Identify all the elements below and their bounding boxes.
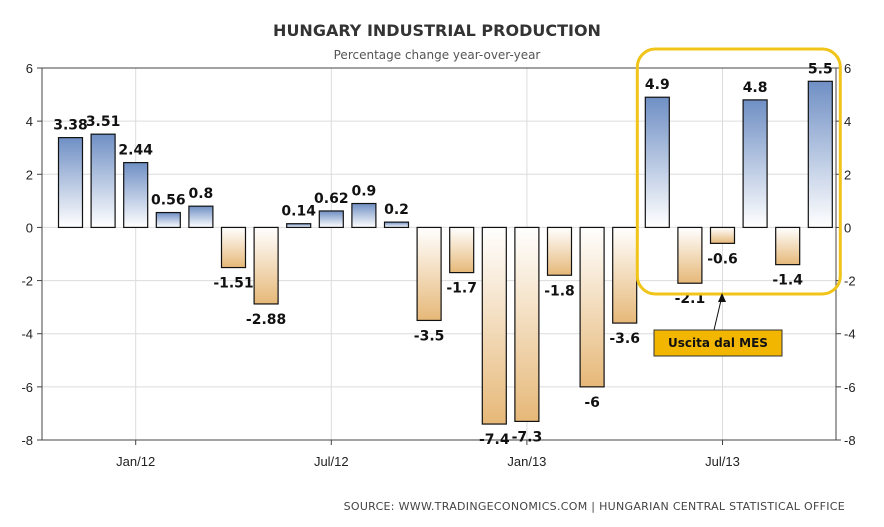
y-tick-label: 4	[26, 114, 33, 129]
bar	[546, 226, 573, 276]
data-label: 3.51	[86, 114, 121, 130]
data-label: -7.3	[512, 429, 543, 445]
x-tick-label: Jan/13	[507, 454, 546, 469]
y-tick-label: -6	[844, 380, 856, 395]
bar	[677, 226, 703, 284]
data-label: 4.8	[743, 80, 768, 96]
y-tick-label: 2	[844, 167, 851, 182]
chart-subtitle: Percentage change year-over-year	[334, 48, 541, 62]
x-tick-label: Jul/12	[314, 454, 349, 469]
y-axis-left: 6 4 2 0 -2 -4 -6 -8	[21, 61, 42, 448]
bar	[253, 226, 279, 305]
y-tick-label: -2	[21, 274, 33, 289]
bar	[644, 96, 670, 229]
data-label: 4.9	[645, 77, 670, 93]
y-tick-label: 2	[26, 167, 33, 182]
bar	[90, 133, 116, 229]
bar	[807, 80, 833, 229]
y-tick-label: 6	[844, 61, 851, 76]
bar	[742, 99, 768, 229]
source-note: SOURCE: WWW.TRADINGECONOMICS.COM | HUNGA…	[344, 500, 845, 513]
data-label: -3.6	[609, 331, 640, 347]
x-tick-label: Jan/12	[116, 454, 155, 469]
bar	[416, 226, 442, 322]
bar	[709, 226, 736, 244]
bar	[351, 202, 377, 229]
y-tick-label: -2	[844, 274, 856, 289]
y-tick-label: 4	[844, 114, 851, 129]
data-label: 0.2	[384, 202, 409, 218]
bar	[514, 226, 540, 423]
callout-text: Uscita dal MES	[668, 336, 768, 350]
x-tick-label: Jul/13	[705, 454, 740, 469]
data-label: -2.88	[246, 312, 286, 328]
y-tick-label: -6	[21, 380, 33, 395]
data-label: 2.44	[118, 143, 153, 159]
callout-arrowhead	[718, 293, 726, 302]
data-label: 3.38	[53, 118, 88, 134]
bar	[286, 223, 312, 229]
data-label: -7.4	[479, 432, 510, 448]
y-tick-label: 0	[844, 220, 851, 235]
y-tick-label: -8	[844, 433, 856, 448]
data-labels: 3.383.51 2.44 0.56 0.8 -1.51 -2.88 0.140.62 0.9…	[53, 61, 832, 448]
y-tick-label: -4	[844, 327, 856, 342]
highlight-box	[635, 47, 842, 296]
plot-frame	[41, 67, 837, 441]
data-label: 0.14	[281, 204, 316, 220]
y-tick-label: -8	[21, 433, 33, 448]
bar	[220, 226, 247, 269]
y-tick-label: 0	[26, 220, 33, 235]
data-label: -1.51	[213, 276, 253, 292]
data-label: -1.8	[544, 283, 575, 299]
y-tick-label: 6	[26, 61, 33, 76]
y-axis-right: 6 4 2 0 -2 -4 -6 -8	[836, 61, 856, 448]
bar	[57, 137, 84, 229]
data-label: 0.62	[314, 191, 349, 207]
data-label: -1.4	[772, 273, 803, 289]
bar	[123, 161, 149, 229]
data-label: 0.8	[188, 186, 213, 202]
data-label: 5.5	[808, 61, 833, 77]
bar	[449, 226, 475, 274]
bar	[775, 226, 801, 266]
bar	[155, 211, 181, 229]
data-label: -0.6	[707, 251, 738, 267]
bar	[318, 210, 344, 229]
bar	[383, 221, 410, 229]
bar	[612, 226, 638, 324]
x-axis: Jan/12 Jul/12 Jan/13 Jul/13	[116, 440, 740, 469]
data-label: -1.7	[446, 281, 477, 297]
data-label: -3.5	[414, 328, 445, 344]
bar	[579, 226, 605, 388]
bar	[481, 226, 507, 425]
chart-title: HUNGARY INDUSTRIAL PRODUCTION	[273, 21, 601, 40]
annotation: Uscita dal MES	[635, 47, 842, 357]
callout-box	[653, 329, 783, 357]
data-label: -6	[584, 395, 600, 411]
y-tick-label: -4	[21, 327, 33, 342]
bars	[57, 80, 833, 425]
data-label: 0.9	[351, 184, 376, 200]
data-label: 0.56	[151, 193, 186, 209]
bar	[188, 205, 214, 229]
